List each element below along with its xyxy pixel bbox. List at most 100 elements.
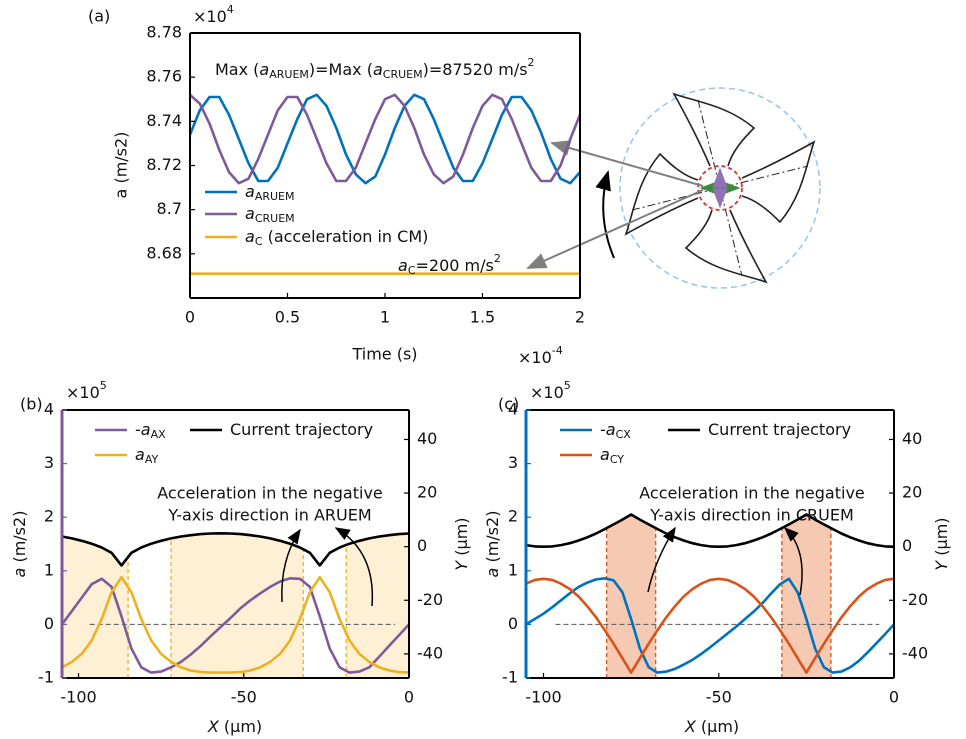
text-part: (m/s2) bbox=[10, 511, 29, 568]
text-part: -4 bbox=[552, 344, 563, 357]
text-part: ×10 bbox=[193, 7, 227, 26]
series-line bbox=[525, 577, 895, 674]
x-axis-label: X (μm) bbox=[207, 717, 262, 736]
text-part: Y bbox=[932, 560, 951, 571]
text-part: 4 bbox=[227, 3, 234, 16]
annotation: Y-axis direction in CRUEM bbox=[649, 506, 854, 525]
y-multiplier: ×105 bbox=[530, 379, 571, 402]
legend-label: aC (acceleration in CM) bbox=[245, 227, 428, 249]
legend-label: Current trajectory bbox=[230, 420, 373, 439]
text-part: AX bbox=[151, 428, 167, 441]
text-part: Max ( bbox=[215, 60, 259, 79]
y-axis-label: a (m/s2) bbox=[483, 511, 502, 578]
text-part: (m/s2) bbox=[483, 511, 502, 568]
x-tick-label: 0.5 bbox=[275, 308, 300, 327]
text-part: )=Max ( bbox=[309, 60, 373, 79]
legend-label: -aAX bbox=[135, 420, 166, 442]
shaded-region bbox=[606, 514, 656, 678]
rotation-arrow bbox=[595, 170, 615, 259]
x-multiplier: ×10-4 bbox=[518, 344, 563, 367]
y-tick-label: 3 bbox=[44, 453, 54, 472]
y2-tick-label: 0 bbox=[902, 536, 912, 555]
text-part: a bbox=[245, 227, 255, 246]
legend-label: aAY bbox=[135, 445, 158, 467]
x-tick-label: 2 bbox=[575, 308, 585, 327]
text-part: ×10 bbox=[530, 383, 564, 402]
series-line bbox=[61, 575, 410, 674]
y2-tick-label: 40 bbox=[417, 429, 437, 448]
text-part: ×10 bbox=[518, 348, 552, 367]
y2-tick-label: -20 bbox=[902, 590, 928, 609]
y-tick-label: 2 bbox=[508, 507, 518, 526]
y2-axis-label: Y (μm) bbox=[452, 517, 471, 570]
y-tick-label: 4 bbox=[44, 400, 54, 419]
pointer-arrow bbox=[526, 189, 704, 269]
y-axis-label: a (m/s2) bbox=[112, 132, 131, 199]
pointer-arrow bbox=[550, 140, 704, 187]
rotor-diagram bbox=[619, 87, 821, 289]
y2-tick-label: 40 bbox=[902, 429, 922, 448]
y-tick-label: 8.68 bbox=[146, 243, 182, 262]
text-part: AY bbox=[145, 453, 159, 466]
x-tick-label: 1.5 bbox=[470, 308, 495, 327]
text-part: ×10 bbox=[66, 383, 100, 402]
x-tick-label: -100 bbox=[60, 688, 96, 707]
text-part: a bbox=[259, 60, 269, 79]
panel-label: (b) bbox=[20, 395, 43, 414]
text-part: X bbox=[684, 717, 697, 736]
legend-label: aCY bbox=[600, 445, 624, 467]
y-tick-label: -1 bbox=[502, 668, 518, 687]
text-part: 200 bbox=[429, 256, 460, 275]
y2-tick-label: -40 bbox=[417, 643, 443, 662]
legend-label: aCRUEM bbox=[245, 204, 295, 226]
text-part: a bbox=[483, 568, 502, 578]
text-part: CX bbox=[616, 428, 632, 441]
shaded-region bbox=[62, 536, 129, 678]
text-part: CRUEM bbox=[383, 68, 423, 81]
text-part: CY bbox=[610, 453, 624, 466]
text-part: 5 bbox=[564, 379, 571, 392]
text-part: m/s bbox=[459, 256, 493, 275]
text-part: a bbox=[245, 182, 255, 201]
series-line bbox=[188, 93, 581, 185]
annotation-arrows bbox=[281, 526, 803, 607]
y2-tick-label: 20 bbox=[902, 483, 922, 502]
x-axis-label: X (μm) bbox=[684, 717, 739, 736]
shaded-region bbox=[171, 533, 304, 678]
y-tick-label: 1 bbox=[44, 560, 54, 579]
panel-label: (c) bbox=[498, 395, 519, 414]
text-part: a bbox=[245, 204, 255, 223]
text-part: (μm) bbox=[696, 717, 739, 736]
text-part: 5 bbox=[100, 379, 107, 392]
annotation: Max (aARUEM)=Max (aCRUEM)=87520 m/s2 bbox=[215, 56, 535, 81]
series-line bbox=[61, 532, 410, 567]
text-part: a bbox=[10, 568, 29, 578]
text-part: Current trajectory bbox=[230, 420, 373, 439]
text-part: Current trajectory bbox=[708, 420, 851, 439]
y-tick-label: 3 bbox=[508, 453, 518, 472]
annotation: Acceleration in the negative bbox=[639, 484, 865, 503]
text-part: C bbox=[255, 235, 263, 248]
legend-label: Current trajectory bbox=[708, 420, 851, 439]
text-part: ARUEM bbox=[255, 190, 295, 203]
text-part: 2 bbox=[528, 56, 535, 69]
series-line bbox=[525, 577, 895, 674]
x-tick-label: -50 bbox=[706, 688, 732, 707]
y-tick-label: 4 bbox=[508, 400, 518, 419]
x-tick-label: 1 bbox=[380, 308, 390, 327]
y2-tick-label: -20 bbox=[417, 590, 443, 609]
text-part: a bbox=[373, 60, 383, 79]
x-tick-label: 0 bbox=[889, 688, 899, 707]
y-axis-label: a (m/s2) bbox=[10, 511, 29, 578]
annotation: Y-axis direction in ARUEM bbox=[167, 506, 371, 525]
legend-label: -aCX bbox=[600, 420, 631, 442]
text-part: X bbox=[207, 717, 220, 736]
y-tick-label: 2 bbox=[44, 507, 54, 526]
text-part: ARUEM bbox=[269, 68, 309, 81]
text-part: (μm) bbox=[452, 517, 471, 560]
y2-axis-label: Y (μm) bbox=[932, 517, 951, 570]
y-tick-label: 8.7 bbox=[157, 199, 182, 218]
shaded-region bbox=[346, 533, 409, 678]
y-tick-label: 8.74 bbox=[146, 111, 182, 130]
